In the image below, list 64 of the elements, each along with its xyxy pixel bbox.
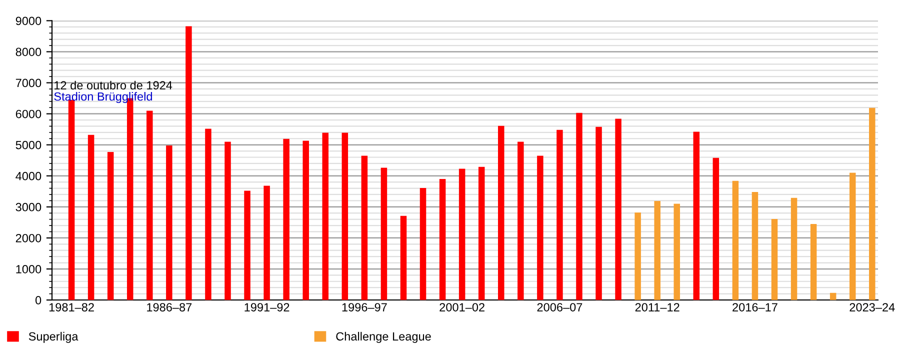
bar [205,128,212,300]
x-tick-label: 1996–97 [342,303,387,312]
legend-label: Superliga [28,332,78,343]
bar [615,118,622,300]
y-tick-label: 8000 [16,48,42,56]
bar [849,172,856,300]
bar [264,186,270,300]
bar [869,108,876,300]
x-tick-label: 1981–82 [49,303,94,312]
bar [810,224,817,300]
bar [790,198,798,300]
bar [380,168,388,300]
bar [302,140,309,300]
bar [283,138,290,300]
bar [439,178,446,300]
bar [674,204,680,300]
x-tick-label: 2023–24 [850,303,895,312]
bar [400,216,407,300]
x-tick-label: 2001–02 [440,303,484,312]
bar [752,192,758,300]
bar [732,180,739,300]
bar [420,188,426,300]
x-tick-label: 2016–17 [732,303,778,312]
y-tick-label: 0 [35,296,42,304]
bar [518,142,524,300]
bar [244,190,250,300]
y-tick-label: 4000 [16,172,42,180]
y-tick-label: 7000 [16,78,42,88]
y-tick-label: 6000 [16,110,42,118]
annotation: Stadion Brügglifeld [54,92,152,104]
bar [576,112,582,300]
bar [186,26,192,300]
bar [693,132,700,300]
bar [498,126,504,300]
y-tick-label: 9000 [16,16,42,26]
bar [771,219,778,300]
bar [361,156,368,300]
bar [107,152,114,300]
legend-label: Challenge League [336,332,431,343]
bar [342,132,348,300]
bar [596,126,602,300]
bar [634,212,641,300]
bar [88,134,94,300]
y-tick-label: 1000 [16,265,42,274]
bar [68,100,75,300]
x-tick-label: 1986–87 [147,303,192,312]
bar [830,292,836,300]
bar [654,201,660,300]
bar [712,158,720,300]
y-tick-label: 5000 [16,140,42,150]
bar [458,168,466,300]
bar [556,130,563,300]
x-tick-label: 1991–92 [244,303,290,312]
bar [146,110,153,300]
x-tick-label: 2006–07 [537,303,582,312]
annotation: 12 de outubro de 1924 [54,80,172,90]
bar [166,145,172,300]
bar [537,156,544,300]
y-tick-label: 3000 [16,202,42,212]
bar [322,132,329,300]
bar [224,142,231,300]
bar [478,166,485,300]
x-tick-label: 2011–12 [635,303,680,312]
y-tick-label: 2000 [16,234,42,242]
